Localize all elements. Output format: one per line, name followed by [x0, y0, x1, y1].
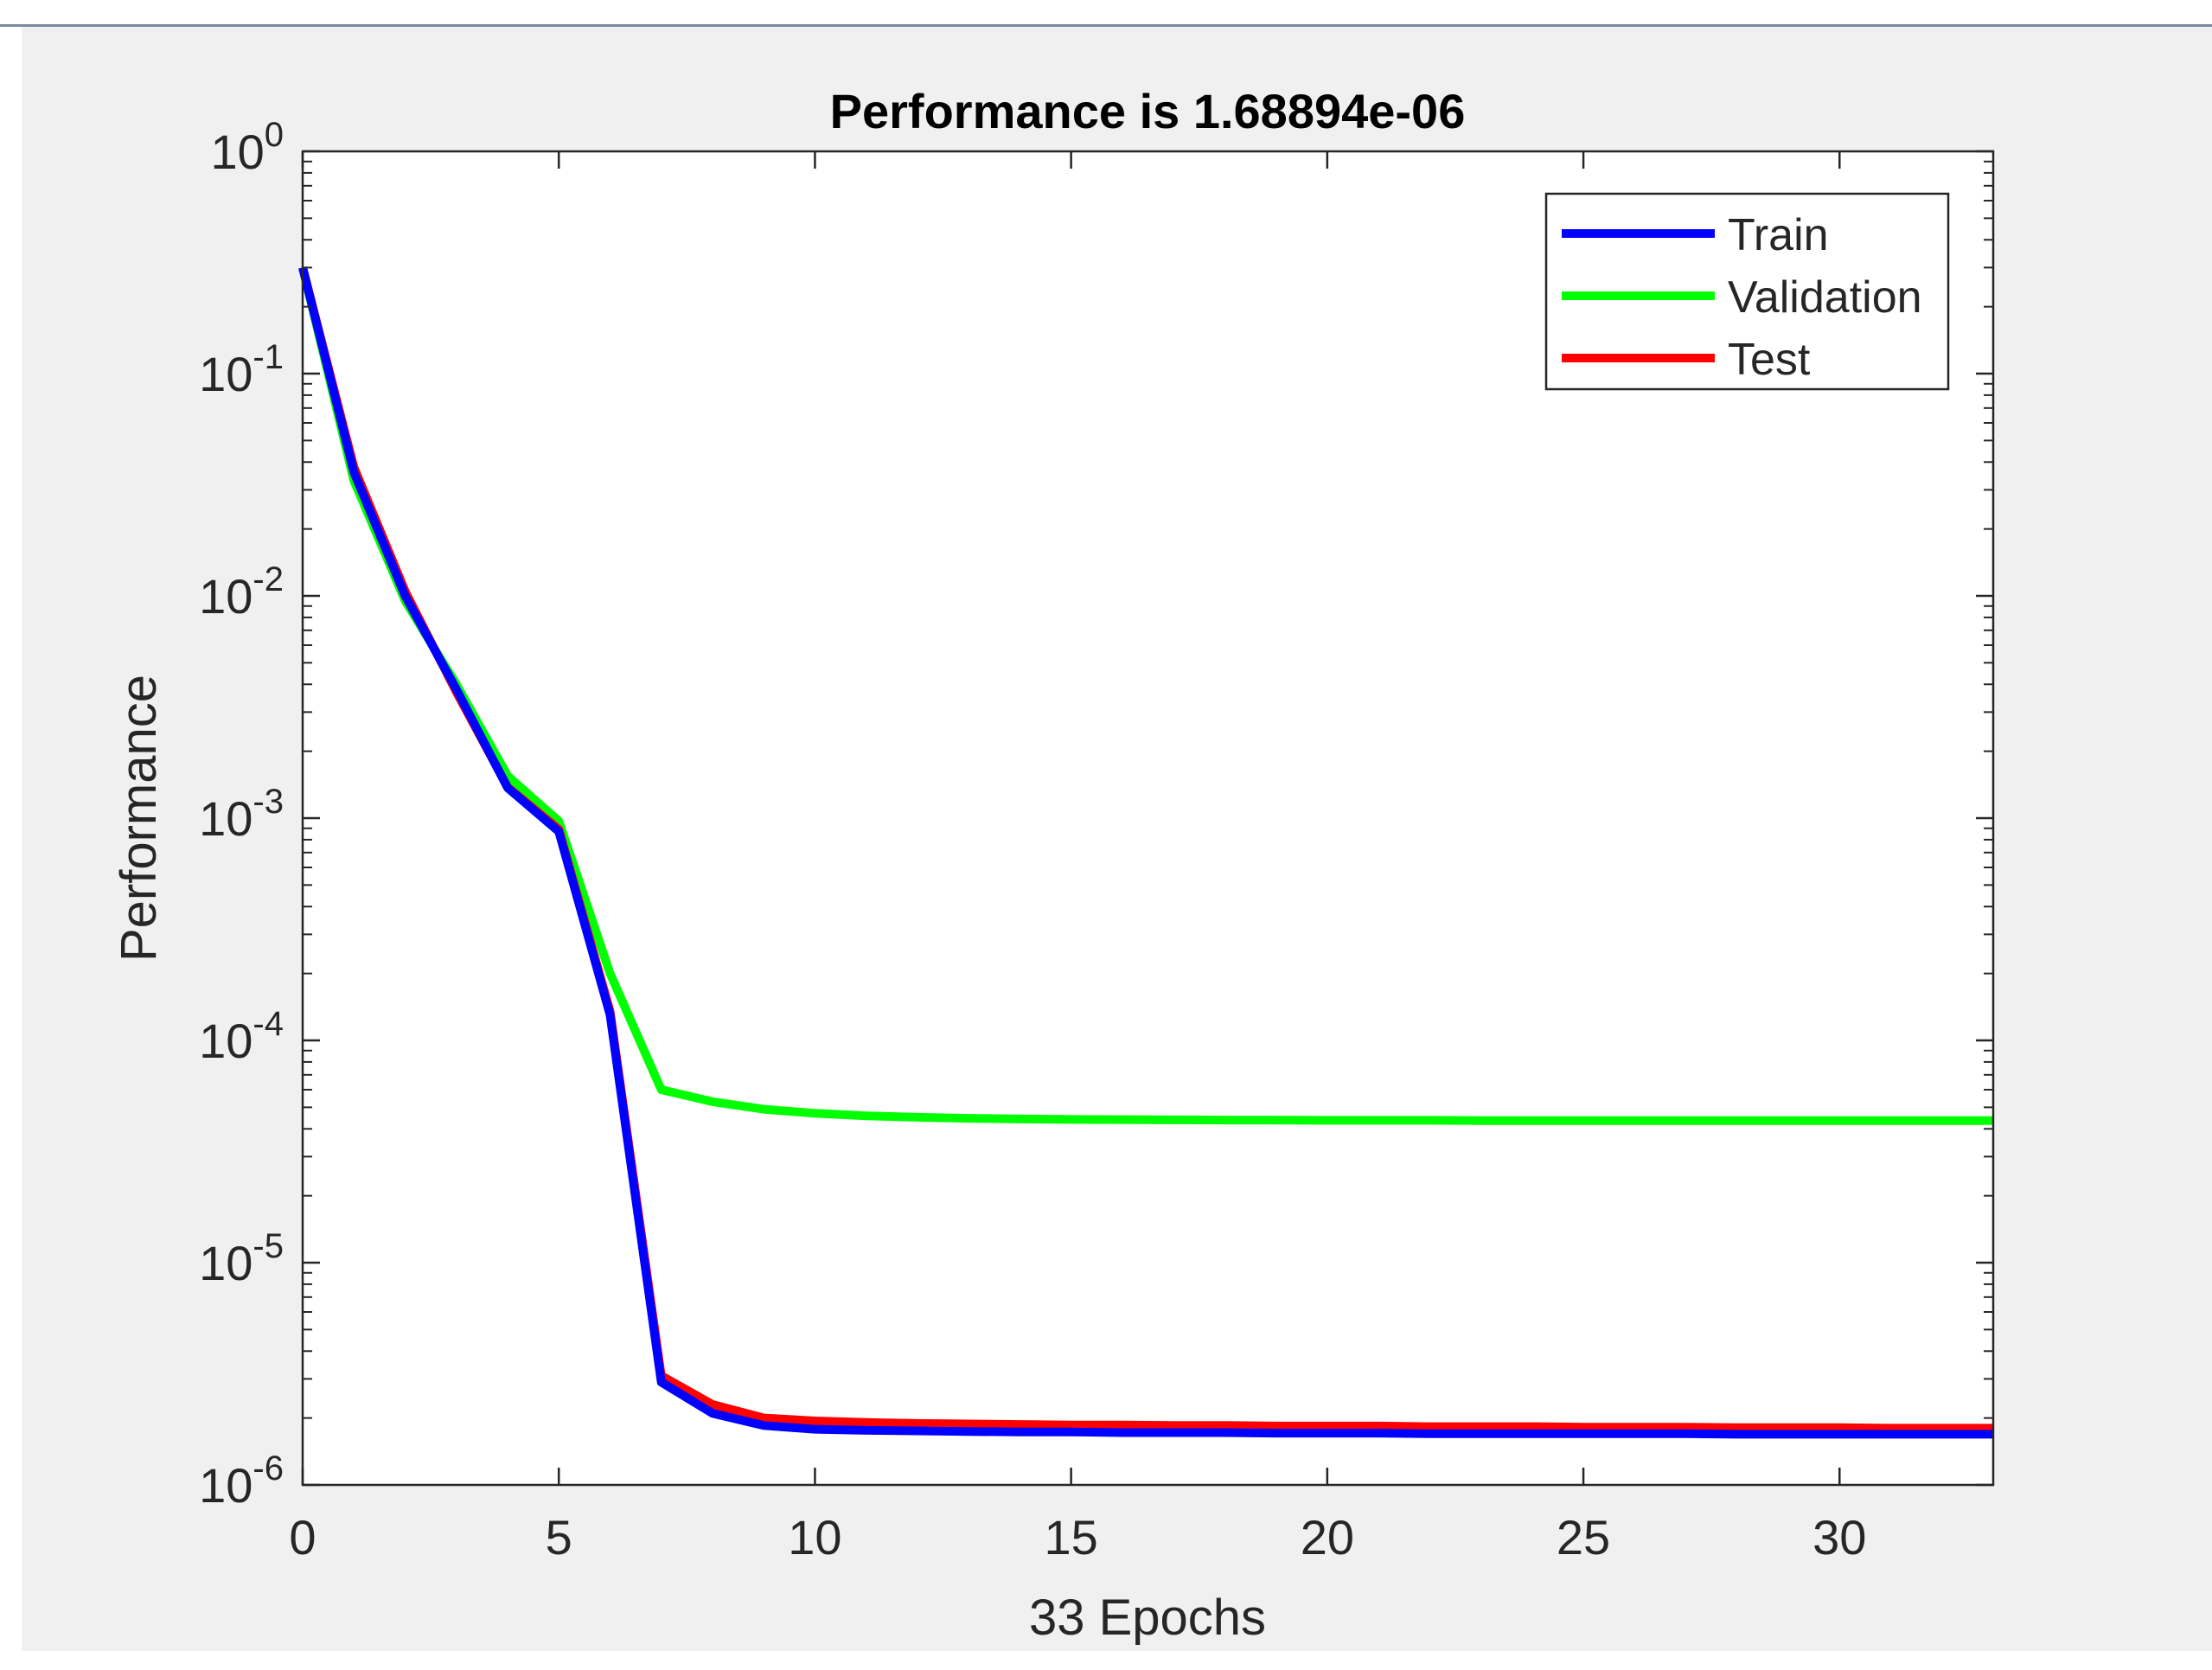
x-tick-label: 30 — [1812, 1510, 1866, 1564]
legend-label-validation: Validation — [1728, 272, 1922, 323]
x-axis-label: 33 Epochs — [1029, 1590, 1266, 1646]
y-tick-label: 10-1 — [199, 338, 284, 401]
y-tick-label: 10-4 — [199, 1005, 284, 1068]
y-tick-label: 100 — [210, 116, 284, 179]
series-line-train — [298, 266, 1993, 1439]
legend-label-train: Train — [1728, 210, 1829, 260]
x-tick-label: 0 — [289, 1510, 316, 1564]
x-tick-label: 25 — [1557, 1510, 1610, 1564]
window-top-border — [0, 24, 2212, 27]
x-tick-label: 10 — [788, 1510, 841, 1564]
legend: Train Validation Test — [1544, 192, 1950, 391]
y-tick-label: 10-5 — [199, 1227, 284, 1290]
x-tick-label: 20 — [1301, 1510, 1354, 1564]
axes-layer: 0 5 10 15 20 25 30 100 10-1 10-2 10-3 10-4 10-5 10-6 — [199, 116, 1995, 1564]
y-axis-label: Performance — [111, 675, 167, 962]
y-tick-label: 10-2 — [199, 560, 284, 624]
series-line-validation — [298, 266, 1993, 1125]
y-tick-label: 10-3 — [199, 783, 284, 846]
series-layer — [298, 266, 1993, 1439]
chart-title: Performance is 1.68894e-06 — [830, 84, 1466, 138]
x-tick-label: 15 — [1044, 1510, 1097, 1564]
legend-label-test: Test — [1728, 335, 1811, 385]
y-tick-label: 10-6 — [199, 1449, 284, 1513]
x-tick-label: 5 — [546, 1510, 572, 1564]
